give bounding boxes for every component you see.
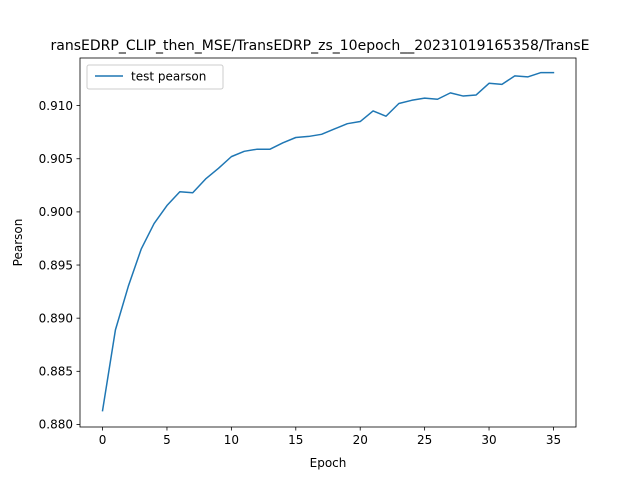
x-tick-label: 0 bbox=[99, 433, 107, 447]
x-tick-label: 35 bbox=[546, 433, 561, 447]
x-tick-label: 5 bbox=[163, 433, 171, 447]
legend: test pearson bbox=[86, 64, 224, 90]
plot-frame bbox=[79, 57, 577, 428]
series-layer bbox=[101, 71, 555, 412]
chart-title: ransEDRP_CLIP_then_MSE/TransEDRP_zs_10ep… bbox=[51, 38, 590, 54]
y-tick-label: 0.900 bbox=[39, 205, 73, 219]
y-tick-label: 0.910 bbox=[39, 99, 73, 113]
y-axis-label: Pearson bbox=[11, 219, 25, 267]
x-tick-label: 30 bbox=[481, 433, 496, 447]
y-tick-label: 0.905 bbox=[39, 152, 73, 166]
legend-box bbox=[86, 64, 224, 90]
y-tick-label: 0.885 bbox=[39, 365, 73, 379]
y-tick-label: 0.895 bbox=[39, 258, 73, 272]
x-tick-label: 25 bbox=[417, 433, 432, 447]
x-axis: 0 5 10 15 20 25 30 35 bbox=[99, 427, 561, 447]
y-tick-label: 0.890 bbox=[39, 311, 73, 325]
x-tick-label: 15 bbox=[288, 433, 303, 447]
y-axis: 0.880 0.885 0.890 0.895 0.900 0.905 0.910 bbox=[39, 99, 80, 432]
x-axis-label: Epoch bbox=[310, 456, 347, 470]
y-tick-label: 0.880 bbox=[39, 418, 73, 432]
x-tick-label: 20 bbox=[353, 433, 368, 447]
series-line-test-pearson bbox=[101, 71, 555, 412]
x-tick-label: 10 bbox=[224, 433, 239, 447]
legend-label: test pearson bbox=[131, 70, 206, 84]
